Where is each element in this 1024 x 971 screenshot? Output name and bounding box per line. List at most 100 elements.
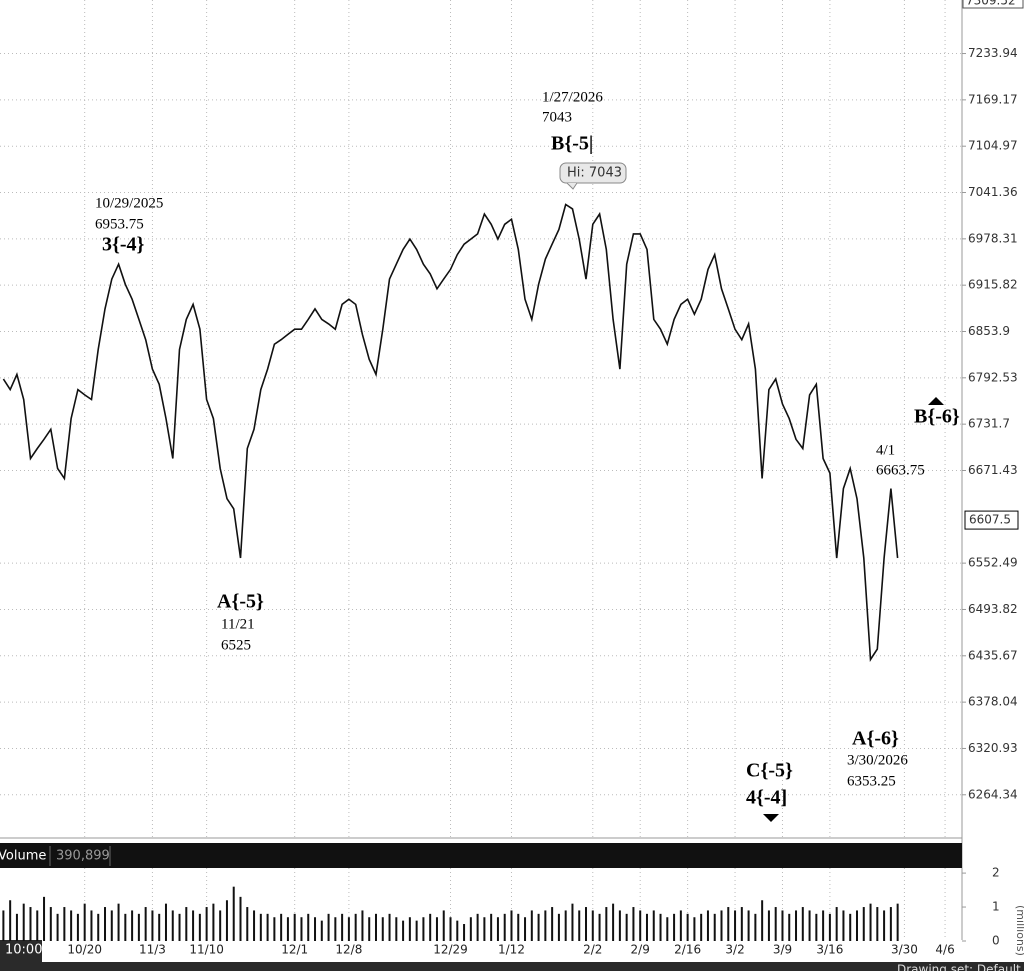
wave-label: B{-5| [551,133,593,155]
volume-bar [876,907,879,941]
top-price-box [962,0,1024,9]
volume-bar [219,910,222,941]
volume-bar [239,896,242,941]
y-tick-label: 6378.04 [968,695,1018,709]
volume-bar [97,913,100,941]
volume-bar [56,913,59,941]
volume-bar [327,913,330,941]
volume-bar [869,903,872,941]
volume-bar [530,910,533,941]
volume-bar [253,910,256,941]
volume-bar [524,917,527,941]
volume-bar [435,917,438,941]
x-tick-label: 2/16 [674,943,701,957]
x-tick-label: 2/2 [583,943,602,957]
wave-label: A{-5} [217,591,264,613]
volume-bar [618,910,621,941]
volume-bar [43,896,46,941]
hi-bubble-tail [566,182,578,190]
volume-bar [774,907,777,941]
y-tick-label: 6915.82 [968,278,1018,292]
volume-bar [517,913,520,941]
volume-bar [666,917,669,941]
x-tick-label: 12/1 [281,943,308,957]
y-tick-label: 6493.82 [968,602,1018,616]
time-label: 10:00 [5,943,42,958]
wave-label: 4{-4] [746,787,787,809]
volume-title: Volume [0,849,46,864]
volume-bar [625,913,628,941]
wave-label: 3{-4} [102,234,145,256]
x-tick-label: 3/16 [816,943,843,957]
volume-bar [307,913,310,941]
volume-bar [314,917,317,941]
volume-bar [286,917,289,941]
volume-current: 390,899 [56,849,110,864]
volume-bar [842,910,845,941]
volume-bar [693,917,696,941]
volume-bar [652,910,655,941]
last-price-label: 6607.5 [969,513,1011,527]
volume-bar [483,917,486,941]
volume-bar [192,910,195,941]
volume-bar [883,910,886,941]
volume-bar [15,913,18,941]
volume-bar [341,913,344,941]
volume-bar [727,907,730,941]
volume-bar [700,913,703,941]
volume-bar [788,913,791,941]
volume-bar [808,910,811,941]
volume-bar [889,907,892,941]
volume-bar [557,913,560,941]
volume-bar [178,913,181,941]
x-tick-label: 1/12 [498,943,525,957]
volume-bar [476,913,479,941]
x-tick-label: 2/9 [631,943,650,957]
y-tick-label: 6853.9 [968,324,1010,338]
volume-bar [639,910,642,941]
volume-bar [198,913,201,941]
x-tick-label: 11/10 [189,943,224,957]
y-tick-label: 6792.53 [968,370,1018,384]
annotation: 3/30/2026 [847,752,908,768]
volume-bar [456,920,459,941]
volume-bar [429,913,432,941]
x-tick-label: 12/8 [335,943,362,957]
volume-bar [320,920,323,941]
volume-bar [22,903,25,941]
annotation: 6525 [221,637,251,653]
volume-bar [415,920,418,941]
volume-bar [605,907,608,941]
volume-bar [537,913,540,941]
volume-bar [673,913,676,941]
volume-bar [2,910,5,941]
volume-bar [449,917,452,941]
volume-bar [686,913,689,941]
volume-bar [273,917,276,941]
y-tick-label: 0 [992,934,1000,948]
volume-bar [171,910,174,941]
y-tick-label: 6552.49 [968,556,1018,570]
x-tick-label: 3/2 [725,943,744,957]
volume-bar [720,910,723,941]
volume-bar [767,910,770,941]
volume-bar [49,907,52,941]
wave-label: C{-5} [746,760,793,782]
volume-bar [185,907,188,941]
volume-bar [36,910,39,941]
y-tick-label: 7233.94 [968,46,1018,60]
volume-bar [293,913,296,941]
volume-bar [104,907,107,941]
y-tick-label: 7169.17 [968,92,1018,106]
x-tick-label: 4/6 [935,943,954,957]
volume-bar [740,907,743,941]
volume-bar [835,907,838,941]
volume-bar [862,907,865,941]
volume-bar [422,917,425,941]
y-tick-label: 1 [992,900,1000,914]
volume-bar [266,913,269,941]
volume-bar [598,913,601,941]
volume-bar [503,913,506,941]
volume-bar [137,913,140,941]
annotation: 6353.25 [847,773,896,789]
